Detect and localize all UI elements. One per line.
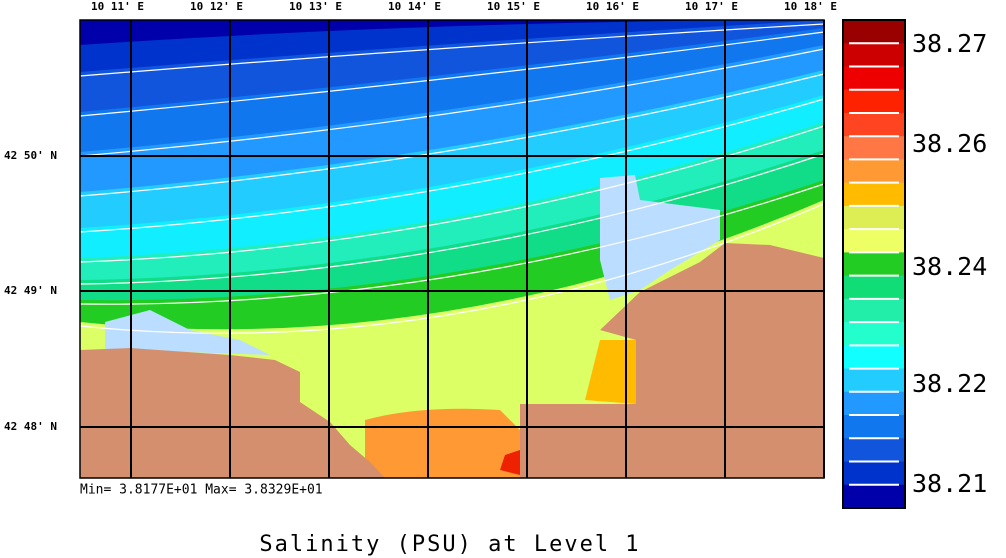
land xyxy=(80,348,385,478)
colorbar-label: 38.21 xyxy=(912,469,987,498)
colorbar-band xyxy=(843,484,905,509)
contour xyxy=(79,73,825,197)
colorbar-band xyxy=(843,252,905,277)
contour xyxy=(79,31,825,117)
x-tick-label: 10 14' E xyxy=(388,0,441,13)
contour xyxy=(79,48,825,157)
salinity-field xyxy=(79,20,825,478)
colorbar-band xyxy=(843,112,905,137)
colorbar: 38.27 38.26 38.24 38.22 38.21 xyxy=(842,19,987,509)
colorbar-label: 38.27 xyxy=(912,29,987,58)
title: Salinity (PSU) at Level 1 xyxy=(259,532,640,557)
colorbar-band xyxy=(843,20,905,44)
colorbar-band xyxy=(843,229,905,253)
colorbar-band xyxy=(843,136,905,160)
y-tick-label: 42 48' N xyxy=(4,420,57,433)
colorbar-band xyxy=(843,159,905,184)
x-tick-label: 10 13' E xyxy=(289,0,342,13)
x-tick-label: 10 18' E xyxy=(784,0,837,13)
min-max: Min= 3.8177E+01 Max= 3.8329E+01 xyxy=(80,483,323,498)
colorbar-band xyxy=(843,275,905,300)
colorbar-band xyxy=(843,182,905,207)
plot-frame xyxy=(79,19,825,479)
colorbar-frame xyxy=(842,19,906,509)
contour xyxy=(79,23,825,77)
contour xyxy=(79,98,825,233)
colorbar-band xyxy=(843,415,905,439)
water-orange xyxy=(365,408,520,478)
contour xyxy=(79,125,825,263)
colorbar-band xyxy=(843,205,905,230)
x-tick-label: 10 15' E xyxy=(487,0,540,13)
contour xyxy=(79,203,825,334)
x-tick-label: 10 12' E xyxy=(190,0,243,13)
y-tick-label: 42 49' N xyxy=(4,284,57,297)
colorbar-label: 38.22 xyxy=(912,369,987,398)
contour xyxy=(79,153,825,285)
colorbar-label: 38.24 xyxy=(912,252,987,281)
water-light xyxy=(600,175,720,300)
water-amber xyxy=(585,340,636,404)
water-band xyxy=(80,20,824,45)
land xyxy=(520,243,824,478)
colorbar-label: 38.26 xyxy=(912,129,987,158)
colorbar-band xyxy=(843,298,905,323)
colorbar-band xyxy=(843,368,905,393)
colorbar-band xyxy=(843,461,905,486)
colorbar-band xyxy=(843,89,905,114)
x-tick-label: 10 16' E xyxy=(586,0,639,13)
y-tick-label: 42 50' N xyxy=(4,149,57,162)
contour xyxy=(79,183,825,305)
colorbar-band xyxy=(843,322,905,346)
colorbar-band xyxy=(843,438,905,463)
colorbar-band xyxy=(843,43,905,67)
colorbar-band xyxy=(843,66,905,91)
x-tick-label: 10 11' E xyxy=(91,0,144,13)
grid xyxy=(80,20,825,478)
colorbar-band xyxy=(843,345,905,370)
x-tick-label: 10 17' E xyxy=(685,0,738,13)
water-red xyxy=(500,450,520,475)
colorbar-band xyxy=(843,391,905,416)
